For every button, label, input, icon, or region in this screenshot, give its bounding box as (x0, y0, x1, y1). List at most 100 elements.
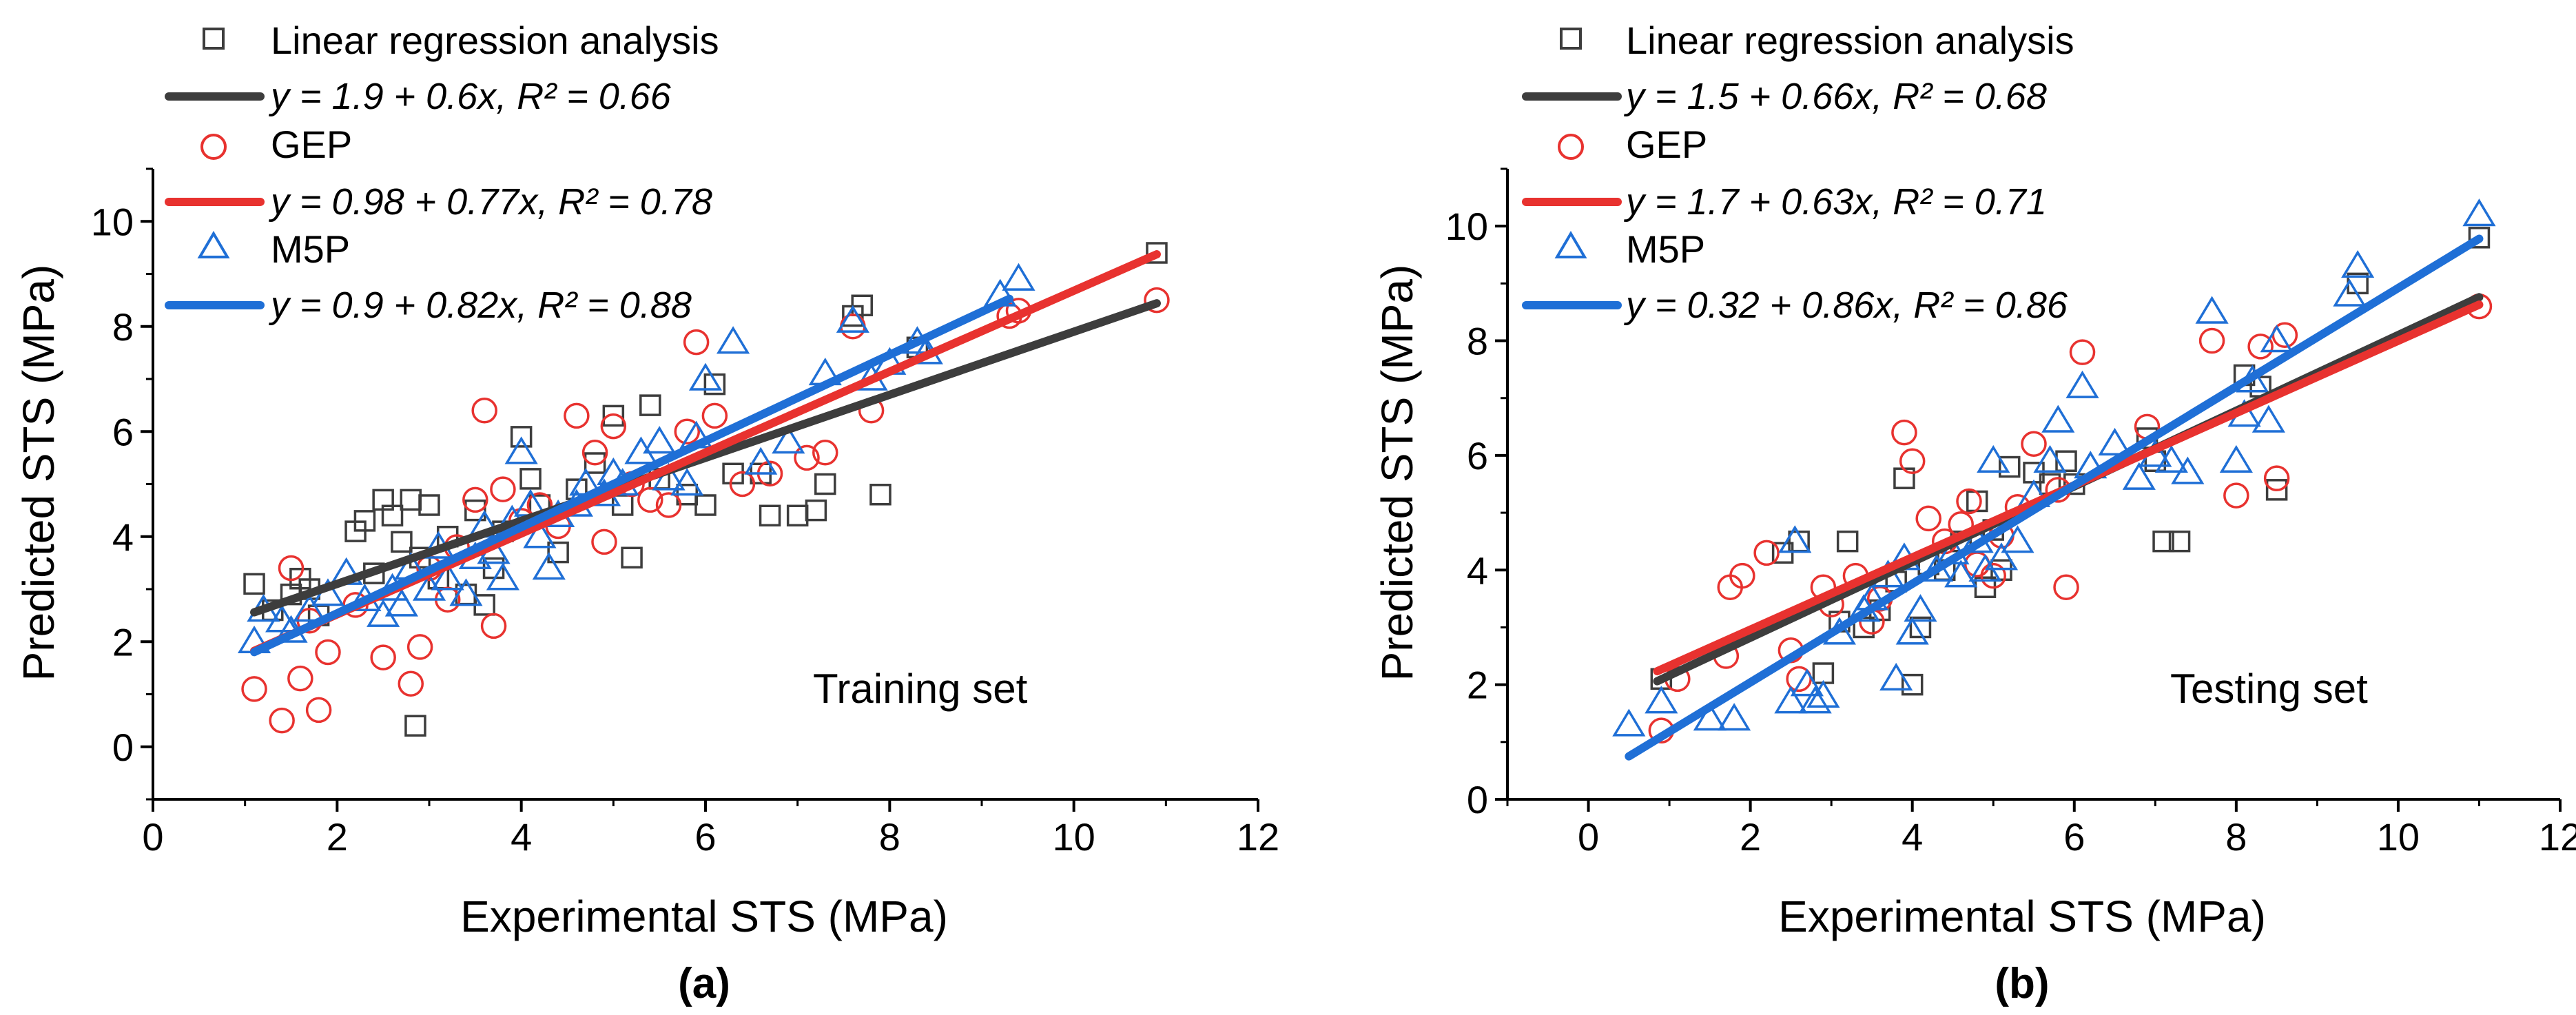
data-point-m5p (1944, 560, 1978, 588)
data-point-gep (564, 402, 590, 429)
data-point-gep (462, 486, 488, 513)
x-tick-label: 12 (1237, 815, 1279, 859)
data-point-m5p (772, 426, 805, 454)
data-point-linear (547, 541, 569, 564)
legend-label: Linear regression analysis (1626, 19, 2074, 62)
data-point-gep (278, 555, 305, 582)
legend-equation: y = 0.98 + 0.77x, R² = 0.78 (268, 181, 712, 223)
x-tick-label: 2 (1740, 815, 1761, 859)
data-point-linear (786, 504, 809, 526)
data-point-m5p (2252, 404, 2285, 433)
legend-label: GEP (271, 123, 352, 166)
x-axis-label: Experimental STS (MPa) (1778, 892, 2266, 941)
data-point-m5p (2341, 250, 2375, 278)
legend-triangle-marker (197, 231, 230, 258)
data-point-linear (1909, 616, 1932, 639)
data-point-gep (1753, 540, 1780, 566)
data-point-linear (869, 484, 892, 506)
set-label: Training set (813, 666, 1028, 712)
data-point-m5p (1693, 703, 1727, 731)
y-tick-label: 8 (1467, 320, 1488, 363)
data-point-m5p (504, 436, 538, 464)
data-point-gep (370, 644, 396, 670)
data-point-gep (600, 413, 627, 440)
data-point-linear (404, 715, 426, 737)
data-point-m5p (2001, 525, 2034, 553)
data-point-gep (471, 398, 497, 424)
legend-label: GEP (1626, 123, 1707, 166)
data-point-m5p (2333, 278, 2367, 307)
data-point-m5p (643, 426, 677, 454)
data-point-linear (703, 373, 726, 396)
data-point-m5p (2033, 444, 2067, 473)
data-point-gep (241, 676, 267, 702)
legend-item-gep: GEP y = 0.98 + 0.77x, R² = 0.78 (165, 123, 712, 223)
data-point-linear (759, 504, 781, 526)
data-point-m5p (367, 599, 400, 627)
x-tick-label: 0 (1578, 815, 1599, 859)
data-point-gep (729, 471, 756, 498)
data-point-m5p (2195, 296, 2229, 324)
data-point-m5p (1984, 542, 2019, 571)
data-point-m5p (532, 552, 566, 580)
data-point-m5p (1645, 686, 1678, 714)
data-point-linear (2265, 479, 2288, 501)
legend: Linear regression analysis y = 1.5 + 0.6… (1522, 19, 2074, 326)
y-tick-label: 6 (1467, 434, 1488, 478)
data-point-m5p (293, 594, 327, 622)
data-point-m5p (1895, 617, 1929, 645)
x-tick-label: 4 (511, 815, 532, 859)
data-point-gep (2069, 339, 2096, 365)
data-point-linear (510, 426, 533, 448)
data-point-linear (519, 468, 542, 490)
legend-item-gep: GEP y = 1.7 + 0.63x, R² = 0.71 (1522, 123, 2047, 223)
legend-item-linear: Linear regression analysis y = 1.5 + 0.6… (1522, 19, 2074, 117)
data-point-m5p (2260, 325, 2294, 353)
data-point-gep (406, 634, 433, 660)
data-point-gep (581, 440, 608, 466)
data-point-gep (637, 486, 663, 513)
chart-panel-a: 0 2 4 6 8 10 12 0 2 4 6 8 10 Linear regression analy… (14, 19, 1279, 1007)
plot-elements: 0 2 4 6 8 10 12 0 2 4 6 8 10 (1445, 167, 2576, 859)
panel-label: (a) (678, 960, 730, 1007)
data-point-gep (1980, 562, 2006, 589)
data-point-gep (480, 613, 507, 639)
data-point-gep (701, 402, 728, 429)
legend-item-m5p: M5P y = 0.9 + 0.82x, R² = 0.88 (165, 227, 692, 326)
y-axis-label: Predicted STS (MPa) (1372, 265, 1422, 681)
legend-equation: y = 1.9 + 0.6x, R² = 0.66 (268, 76, 672, 117)
data-point-linear (353, 510, 376, 532)
data-point-linear (1901, 673, 1924, 696)
data-point-linear (1836, 530, 1859, 553)
data-point-m5p (1778, 525, 1812, 553)
data-point-gep (794, 444, 820, 471)
data-point-linear (584, 452, 606, 474)
data-point-linear (602, 404, 625, 427)
legend-square-marker (1560, 28, 1582, 50)
data-point-linear (2468, 227, 2491, 249)
y-tick-label: 10 (1445, 205, 1488, 248)
data-point-gep (1915, 505, 1941, 532)
legend-equation: y = 0.32 + 0.86x, R² = 0.86 (1623, 285, 2068, 326)
data-point-gep (398, 670, 424, 697)
data-point-m5p (449, 578, 483, 606)
data-point-linear (694, 494, 717, 516)
legend-equation: y = 1.5 + 0.66x, R² = 0.68 (1623, 76, 2047, 117)
y-tick-label: 2 (112, 620, 134, 664)
data-point-m5p (2065, 370, 2099, 398)
data-point-linear (1812, 662, 1835, 684)
data-point-linear (381, 504, 404, 526)
data-point-m5p (624, 436, 658, 464)
x-tick-label: 6 (2063, 815, 2085, 859)
data-point-gep (1899, 448, 1926, 474)
data-point-m5p (431, 562, 464, 591)
x-tick-label: 4 (1902, 815, 1923, 859)
data-point-m5p (1806, 679, 1840, 708)
x-tick-label: 2 (327, 815, 348, 859)
data-point-m5p (2171, 456, 2205, 484)
data-point-gep (1891, 419, 1917, 446)
chart-panel-b: 0 2 4 6 8 10 12 0 2 4 6 8 10 Linear regression analy… (1372, 19, 2576, 1007)
data-point-m5p (1977, 444, 2010, 473)
y-axis-label: Predicted STS (MPa) (14, 265, 63, 681)
